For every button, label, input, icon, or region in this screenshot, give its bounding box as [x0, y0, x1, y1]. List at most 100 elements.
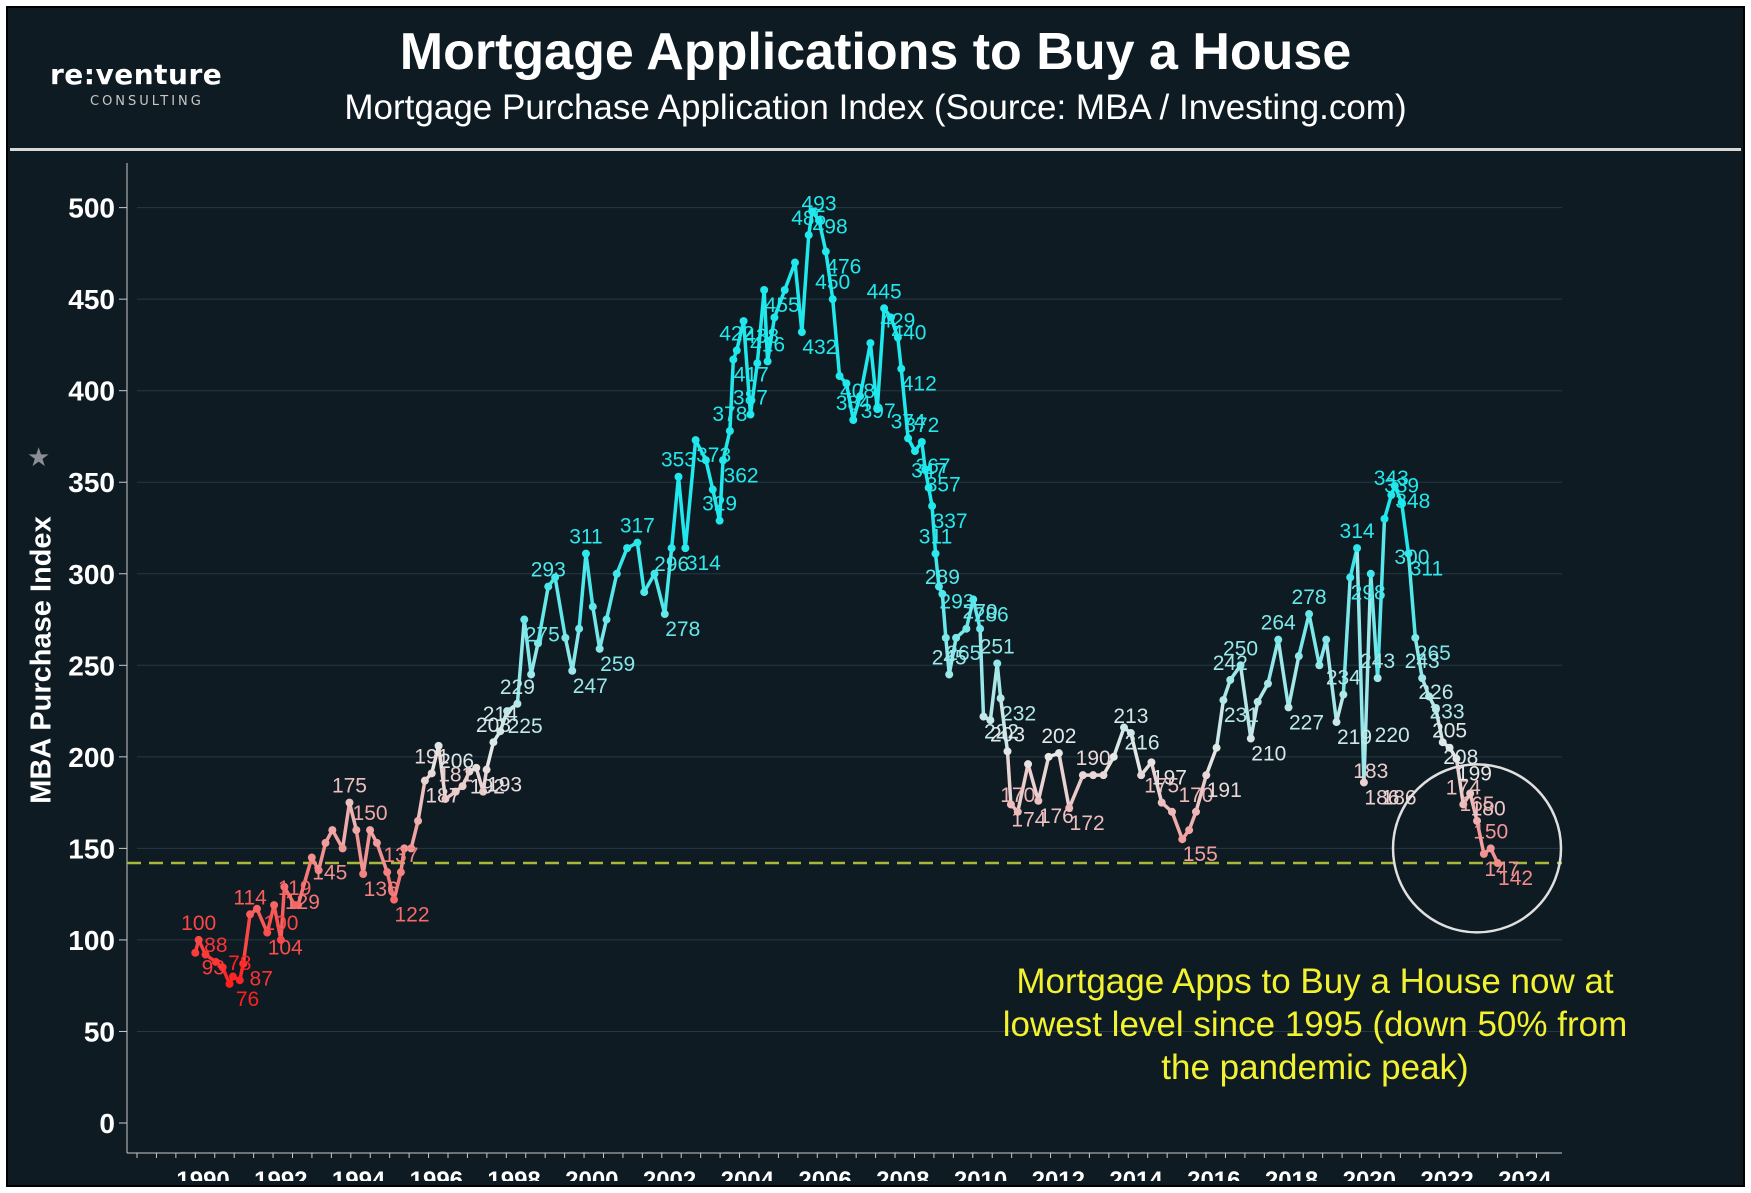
data-label: 193: [487, 774, 522, 797]
data-point: [1425, 692, 1434, 701]
data-label: 186: [1364, 786, 1399, 809]
data-point: [1120, 723, 1129, 732]
data-point: [763, 357, 772, 366]
data-point: [1126, 729, 1135, 738]
data-label: 206: [439, 750, 474, 773]
series-segment: [806, 209, 814, 237]
series-segment: [1111, 725, 1126, 759]
highlight-circle: [1391, 763, 1563, 934]
series-segment: [570, 626, 581, 673]
data-label: 343: [1374, 467, 1409, 490]
data-point: [934, 582, 943, 591]
series-segment: [1406, 551, 1418, 640]
data-point: [729, 355, 738, 364]
data-point: [1332, 718, 1341, 727]
data-point: [194, 935, 203, 944]
data-label: 229: [500, 676, 535, 699]
series-segment: [717, 458, 725, 523]
data-point: [715, 516, 724, 525]
data-label: 142: [1498, 867, 1533, 890]
series-segment: [296, 855, 314, 907]
data-point: [886, 313, 895, 322]
data-point: [568, 666, 577, 675]
series-segment: [765, 315, 777, 364]
data-point: [1013, 807, 1022, 816]
series-segment: [577, 551, 588, 631]
series-segment: [676, 474, 688, 550]
data-point: [239, 959, 248, 968]
data-point: [465, 767, 474, 776]
data-point: [396, 868, 405, 877]
data-point: [407, 844, 416, 853]
data-label: 147: [1484, 858, 1519, 881]
data-point: [472, 763, 481, 772]
data-point: [952, 633, 961, 642]
data-point: [1346, 573, 1355, 582]
data-point: [602, 615, 611, 624]
data-label: 165: [1459, 793, 1494, 816]
x-tick-label: 2016: [1187, 1167, 1240, 1181]
data-label: 445: [867, 280, 902, 303]
y-tick-label: 150: [68, 833, 115, 864]
series-segment: [1057, 751, 1071, 810]
x-tick-label: 2020: [1343, 1167, 1396, 1181]
data-label: 293: [939, 591, 974, 614]
data-point: [674, 472, 683, 481]
data-point: [1212, 743, 1221, 752]
series-segment: [800, 233, 811, 334]
data-label: 87: [250, 968, 273, 991]
series-segment: [721, 429, 732, 463]
data-point: [739, 317, 748, 326]
data-label: 314: [1340, 520, 1375, 543]
data-point: [228, 972, 237, 981]
series-segment: [899, 366, 910, 441]
data-label: 76: [236, 988, 259, 1011]
data-label: 289: [925, 566, 960, 589]
data-point: [359, 870, 368, 879]
data-point: [383, 868, 392, 877]
data-point: [420, 776, 429, 785]
data-point: [1404, 549, 1413, 558]
data-label: 176: [1039, 805, 1074, 828]
data-point: [1373, 674, 1382, 683]
series-segment: [1369, 572, 1380, 680]
data-point: [623, 544, 632, 553]
data-label: 247: [573, 675, 608, 698]
series-segment: [741, 319, 753, 417]
data-point: [725, 426, 734, 435]
data-point: [996, 694, 1005, 703]
y-tick-label: 350: [68, 467, 115, 498]
data-label: 387: [733, 386, 768, 409]
data-point: [544, 582, 553, 591]
series-segment: [591, 604, 602, 651]
data-point: [581, 549, 590, 558]
data-label: 417: [734, 364, 769, 387]
x-tick-label: 2024: [1498, 1167, 1552, 1181]
data-point: [496, 727, 505, 736]
data-point: [904, 434, 913, 443]
data-point: [218, 963, 227, 972]
data-point: [993, 659, 1002, 668]
data-point: [1418, 674, 1427, 683]
data-point: [746, 410, 755, 419]
series-segment: [1382, 493, 1394, 521]
data-label: 429: [880, 310, 915, 333]
data-label: 202: [1041, 725, 1076, 748]
data-label: 264: [1261, 612, 1296, 635]
data-point: [588, 602, 597, 611]
series-segment: [553, 575, 568, 640]
data-label: 298: [1351, 581, 1386, 604]
data-label: 243: [1360, 650, 1395, 673]
y-tick-label: 100: [68, 925, 115, 956]
series-segment: [830, 297, 842, 378]
x-tick-label: 2000: [565, 1167, 618, 1181]
data-point: [815, 216, 824, 225]
data-point: [400, 844, 409, 853]
series-segment: [1468, 791, 1479, 823]
data-point: [660, 610, 669, 619]
series-segment: [484, 740, 496, 772]
series-segment: [1194, 773, 1209, 814]
data-point: [294, 901, 303, 910]
data-label: 367: [915, 455, 950, 478]
chart-title: Mortgage Applications to Buy a House: [399, 23, 1352, 81]
